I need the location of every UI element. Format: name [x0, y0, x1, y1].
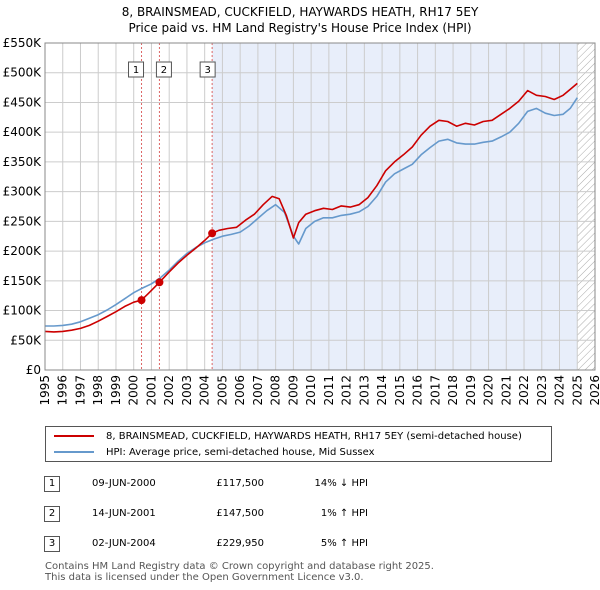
x-tick-label: 2004 — [198, 375, 212, 406]
post-sale-shaded-region — [212, 43, 578, 370]
title-line-2: Price paid vs. HM Land Registry's House … — [128, 21, 472, 35]
x-tick-label: 2013 — [357, 375, 371, 406]
title-line-1: 8, BRAINSMEAD, CUCKFIELD, HAYWARDS HEATH… — [121, 5, 479, 19]
x-tick-label: 2025 — [570, 375, 584, 406]
sale-marker-box — [199, 61, 216, 78]
legend-property-label: 8, BRAINSMEAD, CUCKFIELD, HAYWARDS HEATH… — [106, 430, 522, 442]
y-tick-label: £450K — [3, 95, 43, 109]
x-tick-label: 2019 — [464, 375, 478, 406]
sale-row: 1 09-JUN-2000 £117,500 14% ↓ HPI — [0, 473, 600, 495]
x-tick-label: 2026 — [588, 375, 600, 406]
sale-number-badge: 2 — [44, 506, 60, 522]
x-tick-label: 2012 — [340, 375, 354, 406]
x-tick-label: 2009 — [286, 375, 300, 406]
y-tick-label: £0 — [26, 363, 41, 377]
sale-marker-label: 3 — [204, 65, 210, 76]
y-tick-label: £150K — [3, 274, 43, 288]
x-tick-label: 2021 — [499, 375, 513, 406]
x-tick-label: 2010 — [304, 375, 318, 406]
legend-swatch-property — [54, 435, 94, 437]
x-tick-label: 2022 — [517, 375, 531, 406]
x-tick-label: 2014 — [375, 375, 389, 406]
hpi-line — [45, 97, 578, 327]
x-tick-label: 2020 — [482, 375, 496, 406]
footer-licence: This data is licensed under the Open Gov… — [45, 572, 364, 583]
sale-marker-label: 2 — [161, 65, 167, 76]
x-tick-label: 2015 — [393, 375, 407, 406]
x-tick-label: 2017 — [428, 375, 442, 406]
chart-title: 8, BRAINSMEAD, CUCKFIELD, HAYWARDS HEATH… — [0, 4, 600, 36]
sale-number-badge: 1 — [44, 476, 60, 492]
x-tick-label: 2002 — [162, 375, 176, 406]
y-tick-label: £250K — [3, 214, 43, 228]
y-tick-label: £100K — [3, 304, 43, 318]
y-tick-label: £50K — [10, 333, 42, 347]
x-tick-label: 2003 — [180, 375, 194, 406]
forecast-hatched-region — [577, 43, 595, 370]
x-tick-label: 2007 — [251, 375, 265, 406]
x-tick-label: 1995 — [38, 375, 52, 406]
y-tick-label: £300K — [3, 185, 43, 199]
sale-price: £117,500 — [216, 478, 264, 489]
x-tick-label: 2011 — [322, 375, 336, 406]
sale-point — [155, 278, 164, 287]
y-tick-label: £400K — [3, 125, 43, 139]
sale-date: 02-JUN-2004 — [92, 538, 156, 549]
x-tick-label: 2024 — [553, 375, 567, 406]
footer-copyright: Contains HM Land Registry data © Crown c… — [45, 561, 434, 572]
y-tick-label: £200K — [3, 244, 43, 258]
sale-hpi-change: 1% ↑ HPI — [320, 508, 368, 519]
sale-row: 2 14-JUN-2001 £147,500 1% ↑ HPI — [0, 503, 600, 525]
price-chart: 1 2 3 £0 £50K £100K £150K £200K £250K £300K £350K… — [3, 36, 600, 406]
sale-marker-box — [128, 61, 145, 78]
sale-date: 14-JUN-2001 — [92, 508, 156, 519]
sale-hpi-change: 14% ↓ HPI — [314, 478, 368, 489]
y-tick-label: £350K — [3, 155, 43, 169]
x-tick-label: 1998 — [91, 375, 105, 406]
sale-row: 3 02-JUN-2004 £229,950 5% ↑ HPI — [0, 533, 600, 555]
sale-marker-box — [155, 61, 172, 78]
property-price-line — [44, 82, 578, 333]
x-tick-label: 2016 — [411, 375, 425, 406]
legend-hpi-label: HPI: Average price, semi-detached house,… — [106, 446, 375, 458]
legend-hpi: HPI: Average price, semi-detached house,… — [54, 444, 375, 460]
y-tick-label: £500K — [3, 66, 43, 80]
x-tick-label: 1996 — [56, 375, 70, 406]
x-tick-label: 2023 — [535, 375, 549, 406]
sale-number-badge: 3 — [44, 536, 60, 552]
sale-price: £229,950 — [216, 538, 264, 549]
x-tick-label: 2005 — [215, 375, 229, 406]
sale-point — [208, 229, 217, 238]
sale-point — [137, 296, 146, 305]
sale-price: £147,500 — [216, 508, 264, 519]
legend-swatch-hpi — [54, 451, 94, 453]
sale-hpi-change: 5% ↑ HPI — [320, 538, 368, 549]
x-tick-label: 2001 — [144, 375, 158, 406]
x-tick-label: 2000 — [127, 375, 141, 406]
plot-border — [44, 42, 596, 371]
chart-legend: 8, BRAINSMEAD, CUCKFIELD, HAYWARDS HEATH… — [45, 426, 552, 462]
x-tick-label: 2018 — [446, 375, 460, 406]
sale-marker-label: 1 — [133, 65, 139, 76]
x-tick-label: 1997 — [73, 375, 87, 406]
x-tick-label: 1999 — [109, 375, 123, 406]
x-tick-label: 2006 — [233, 375, 247, 406]
footer-notice: Contains HM Land Registry data © Crown c… — [45, 561, 434, 583]
sale-date: 09-JUN-2000 — [92, 478, 156, 489]
y-tick-label: £550K — [3, 36, 43, 50]
x-tick-label: 2008 — [269, 375, 283, 406]
legend-property: 8, BRAINSMEAD, CUCKFIELD, HAYWARDS HEATH… — [54, 428, 522, 444]
